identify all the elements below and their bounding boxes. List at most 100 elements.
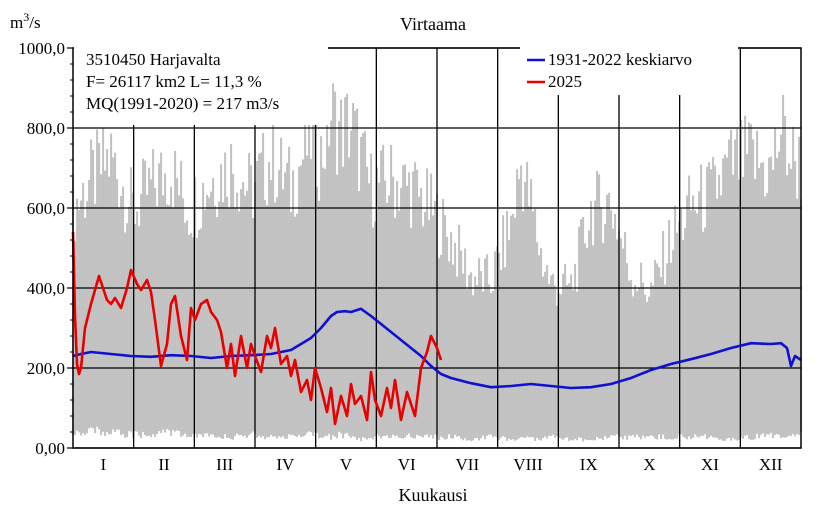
range-bar [566,285,569,438]
range-bar [464,248,467,439]
range-bar [752,139,755,440]
range-bar [324,168,327,436]
range-bar [116,179,119,430]
range-bar [446,236,449,439]
x-tick-label: X [643,455,655,474]
range-bar [336,174,339,439]
range-bar [438,258,441,440]
range-bar [770,156,773,433]
range-bar [592,245,595,441]
range-bar [444,215,447,440]
range-bar [652,285,655,437]
range-bar [586,247,589,441]
range-bar [648,296,651,437]
range-bar [204,209,207,434]
range-bar [548,283,551,436]
range-bar [628,280,631,436]
range-bar [174,150,177,432]
range-bar [748,122,751,439]
legend: 1931-2022 keskiarvo 2025 [520,47,738,95]
range-bar [688,175,691,437]
range-bar [448,261,451,435]
range-bar [520,165,523,438]
range-bar [458,224,461,437]
range-bar [492,291,495,438]
range-bar [526,162,529,437]
range-bar [166,204,169,429]
range-bar [482,291,485,436]
station-name: 3510450 Harjavalta [86,50,221,69]
range-bar [272,120,275,437]
range-bar [380,150,383,439]
range-bar [226,196,229,438]
range-bar [510,215,513,440]
range-bar [334,91,337,437]
range-bar [298,166,301,435]
range-bar [114,152,117,432]
range-bar [516,169,519,440]
range-bar [394,217,397,437]
range-bar [588,230,591,441]
y-axis-unit: m3/s [10,10,41,32]
range-bar [734,139,737,440]
range-bar [250,165,253,434]
range-bar [378,182,381,437]
range-bar [412,171,415,439]
range-bar [646,301,649,437]
range-bar [76,198,79,431]
range-bar [178,195,181,431]
range-bar [662,231,665,435]
range-bar [100,174,103,436]
range-bar [214,205,217,438]
range-bar [190,232,193,438]
info-box: 3510450 Harjavalta F= 26117 km2 L= 11,3 … [74,47,328,125]
range-bar [382,144,385,437]
range-bar [514,217,517,441]
range-bar [264,199,267,440]
range-bar [660,276,663,440]
range-bar [304,111,307,436]
range-bar [494,251,497,437]
range-bar [686,195,689,440]
range-bar [564,263,567,439]
range-bar [294,216,297,437]
range-bar [442,198,445,438]
range-bar [246,190,249,438]
range-bar [288,146,291,435]
range-bar [456,276,459,437]
range-bar [328,146,331,435]
range-bar [776,158,779,434]
range-bar [98,143,101,430]
range-bar [706,167,709,440]
range-bar [502,215,505,436]
range-bar [736,128,739,441]
range-bar [672,249,675,440]
range-bar [396,181,399,436]
x-tick-label: VII [456,455,480,474]
range-bar [94,203,97,434]
range-bar [292,170,295,435]
range-bar [420,188,423,437]
range-bar [122,186,125,435]
range-bar [354,110,357,438]
range-bar [414,162,417,439]
range-bar [462,273,465,441]
range-bar [796,198,799,435]
range-bar [512,213,515,440]
range-bar [152,149,155,435]
range-bar [450,232,453,439]
range-bar [676,232,679,439]
range-bar [622,248,625,440]
range-bar [140,193,143,439]
range-bar [612,228,615,436]
range-bar [650,282,653,436]
range-bar [374,221,377,437]
range-bar [594,200,597,441]
range-bar [392,176,395,435]
range-bar [772,169,775,439]
range-bar [524,181,527,438]
range-bar [146,195,149,437]
range-bar [528,206,531,438]
y-tick-label: 400,0 [27,279,65,298]
range-bar [600,207,603,439]
